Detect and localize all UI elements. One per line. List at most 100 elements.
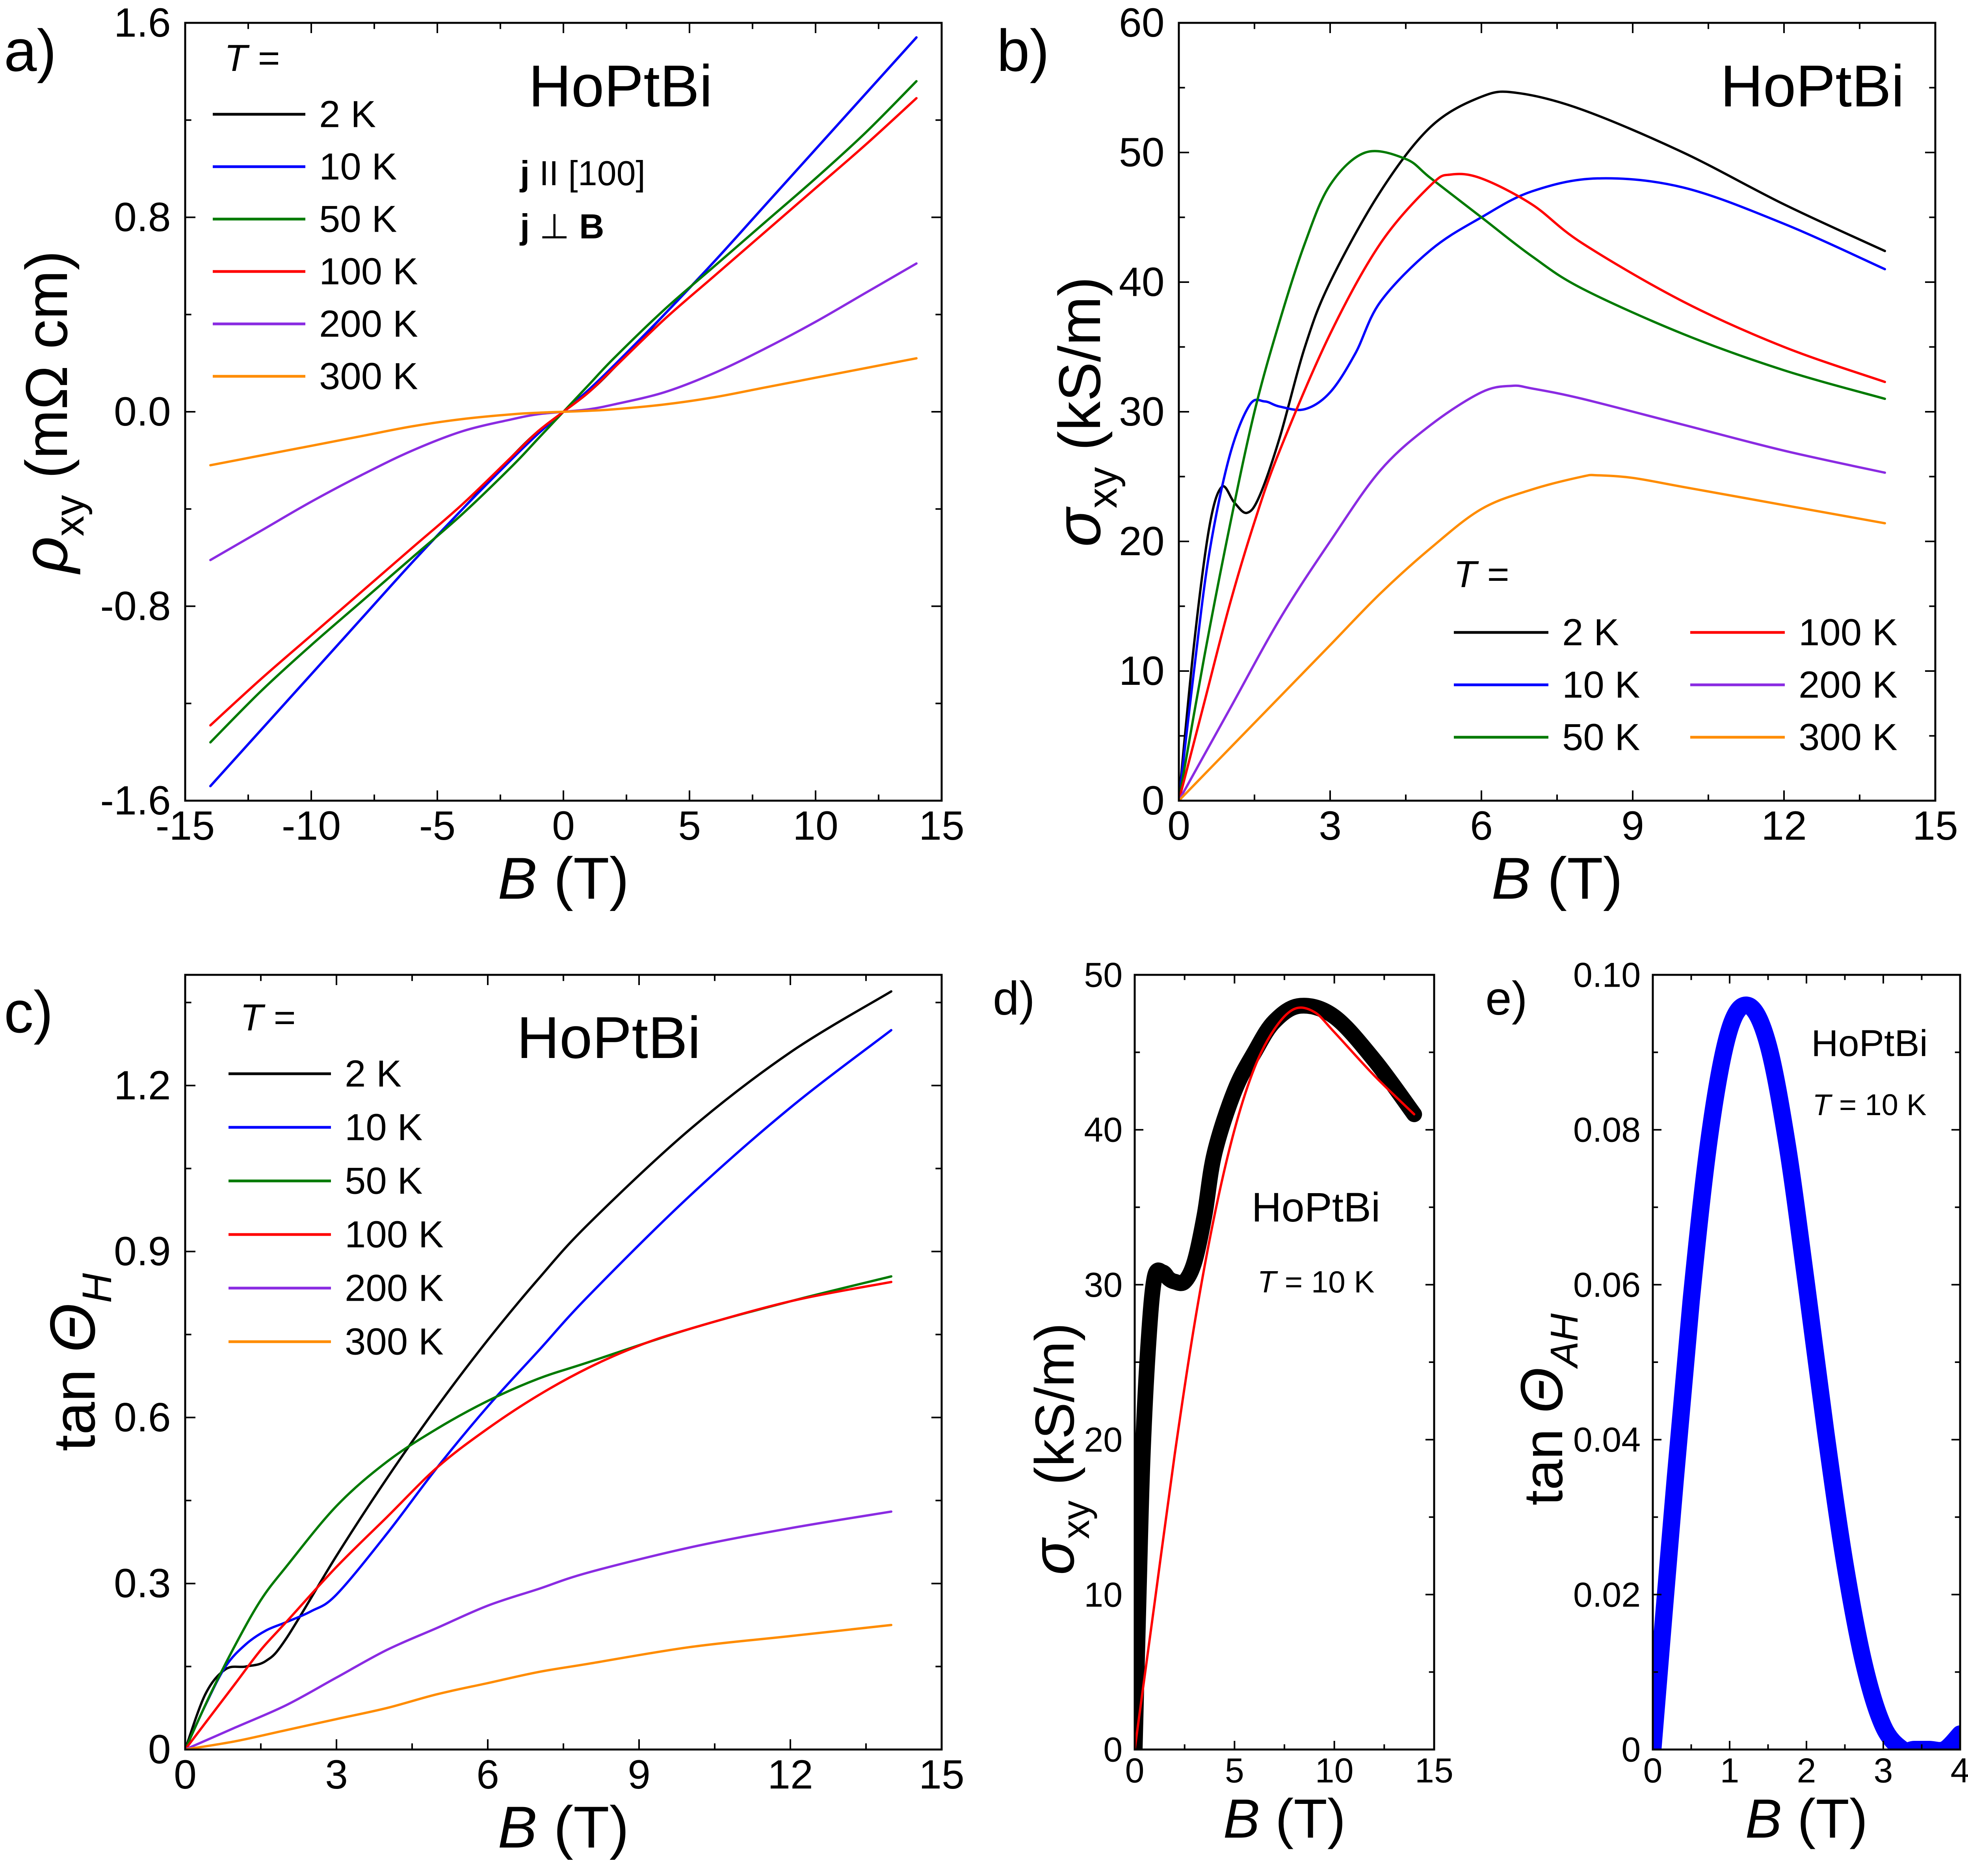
series-2-k: [185, 990, 892, 1750]
x-tick-label: 15: [919, 1752, 964, 1798]
series-10-k: [1179, 177, 1886, 801]
y-tick-label: 10: [1084, 1575, 1122, 1614]
panel-label: e): [1485, 972, 1528, 1025]
y-tick-label: 30: [1119, 389, 1165, 435]
x-tick-label: 12: [1761, 803, 1807, 849]
y-axis-label: tan ΘH: [37, 1273, 120, 1451]
chart-title: HoPtBi: [1252, 1184, 1381, 1231]
legend-label: 2 K: [319, 93, 376, 136]
y-tick-label: 0.08: [1573, 1110, 1641, 1149]
x-tick-label: 0: [1167, 803, 1190, 849]
x-axis-label: B (T): [498, 845, 629, 911]
x-tick-label: 15: [919, 803, 964, 849]
x-tick-label: 0: [552, 803, 575, 849]
legend-label: 100 K: [1799, 612, 1897, 654]
panel-d: 0 5 10 15 0 10 20 30 40 50 B (T) σxy (kS/m) d) HoPtBi…: [993, 956, 1453, 1850]
series-10-k: [1653, 997, 1960, 1750]
y-tick-label: 0.06: [1573, 1265, 1641, 1304]
series-fit: [1135, 1006, 1416, 1750]
y-axis-label: ρxy (mΩ cm): [9, 251, 93, 575]
panel-label: a): [4, 17, 56, 84]
series-2-k: [1179, 90, 1886, 801]
y-tick-label: 0.0: [114, 389, 171, 435]
axis-ticks: [1178, 22, 1936, 801]
y-axis-label: σxy (kS/m): [1043, 277, 1126, 547]
x-tick-label: 9: [1621, 803, 1644, 849]
legend-label: 2 K: [1562, 612, 1619, 654]
y-tick-label: 0.3: [114, 1561, 171, 1606]
y-tick-label: 1.2: [114, 1063, 171, 1108]
x-tick-label: -10: [282, 803, 341, 849]
x-tick-label: 2: [1797, 1751, 1816, 1790]
series-300-k: [209, 357, 918, 467]
plot-frame: [184, 974, 943, 1751]
legend-label: 100 K: [345, 1214, 444, 1256]
y-tick-label: 0.8: [114, 195, 171, 240]
chart-subtitle: T = 10 K: [1257, 1264, 1374, 1299]
y-axis-label: σxy (kS/m): [1020, 1323, 1097, 1575]
legend: T = 2 K 10 K 50 K 100 K 200 K 300 K: [1453, 553, 1897, 759]
legend-label: 2 K: [345, 1053, 401, 1095]
panel-a: -15 -10 -5 0 5 10 15 -1.6 -0.8 0.0 0.8 1.6 B (T) ρxy …: [4, 0, 964, 911]
axis-ticks: [1652, 974, 1961, 1750]
x-tick-label: 15: [1912, 803, 1958, 849]
x-axis-label: B (T): [1223, 1788, 1345, 1850]
y-tick-label: 1.6: [114, 0, 171, 46]
legend-title: T =: [1453, 553, 1509, 595]
panel-label: c): [4, 979, 53, 1045]
axis-ticks: [184, 975, 942, 1750]
panel-b: 0 3 6 9 12 15 0 10 20 30 40 50 60 B (T) σxy (kS/m) b) Ho…: [997, 0, 1958, 911]
panel-c: 0 3 6 9 12 15 0 0.3 0.6 0.9 1.2 B (T) tan ΘH c) HoPtBi…: [4, 974, 964, 1860]
y-axis-label: tan ΘAH: [1509, 1313, 1586, 1505]
y-tick-label: 60: [1119, 0, 1165, 46]
series-group: [209, 36, 918, 787]
x-tick-label: 4: [1951, 1751, 1968, 1790]
y-tick-label: 10: [1119, 648, 1165, 694]
legend-label: 50 K: [319, 198, 397, 240]
y-tick-label: 0.10: [1573, 956, 1641, 995]
legend-label: 50 K: [345, 1160, 422, 1202]
series-data-10-k-: [1135, 998, 1422, 1750]
x-tick-label: 10: [1315, 1751, 1354, 1790]
x-tick-label: 15: [1415, 1751, 1453, 1790]
y-tick-label: 40: [1084, 1110, 1122, 1149]
x-tick-label: 0: [1643, 1751, 1663, 1790]
legend: T = 2 K 10 K 50 K 100 K 200 K 300 K: [213, 37, 418, 398]
legend-label: 10 K: [1562, 664, 1640, 706]
chart-title: HoPtBi: [1721, 53, 1905, 119]
x-tick-label: 6: [1470, 803, 1493, 849]
y-tick-label: 0.04: [1573, 1420, 1641, 1459]
axis-ticks: [1134, 974, 1435, 1750]
series-group: [1179, 90, 1886, 801]
x-tick-label: 6: [476, 1752, 499, 1798]
legend-title: T =: [224, 37, 280, 79]
legend-label: 100 K: [319, 251, 418, 293]
axis-ticks: [184, 22, 942, 801]
x-tick-label: 5: [678, 803, 701, 849]
y-tick-label: 0.6: [114, 1394, 171, 1440]
y-tick-label: 0: [1103, 1730, 1122, 1769]
y-tick-label: 0: [1621, 1730, 1641, 1769]
x-tick-label: 1: [1720, 1751, 1739, 1790]
y-tick-label: 30: [1084, 1265, 1122, 1304]
series-50-k: [1179, 150, 1886, 801]
y-tick-label: 0.02: [1573, 1575, 1641, 1614]
x-tick-label: 3: [325, 1752, 348, 1798]
x-tick-label: 10: [793, 803, 838, 849]
legend-title: T =: [240, 997, 295, 1039]
series-300-k: [1179, 474, 1886, 801]
series-group: [185, 990, 892, 1750]
chart-subtitle: T = 10 K: [1812, 1088, 1926, 1122]
panel-label: d): [993, 972, 1035, 1025]
chart-title: HoPtBi: [1811, 1023, 1928, 1064]
x-axis-label: B (T): [1491, 845, 1622, 911]
y-tick-label: 0.9: [114, 1229, 171, 1274]
panel-label: b): [997, 17, 1049, 84]
y-tick-label: 50: [1119, 130, 1165, 175]
legend-label: 300 K: [345, 1321, 444, 1363]
series-100-k: [1179, 173, 1886, 801]
y-tick-label: 20: [1084, 1420, 1122, 1459]
y-tick-label: -0.8: [100, 584, 171, 629]
x-tick-label: -5: [419, 803, 455, 849]
series-200-k: [1179, 384, 1886, 801]
